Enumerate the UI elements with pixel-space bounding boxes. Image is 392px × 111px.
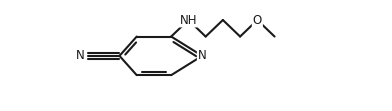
Text: N: N [198,49,207,62]
Text: NH: NH [180,14,197,27]
Text: N: N [76,49,85,62]
Text: O: O [253,14,262,27]
